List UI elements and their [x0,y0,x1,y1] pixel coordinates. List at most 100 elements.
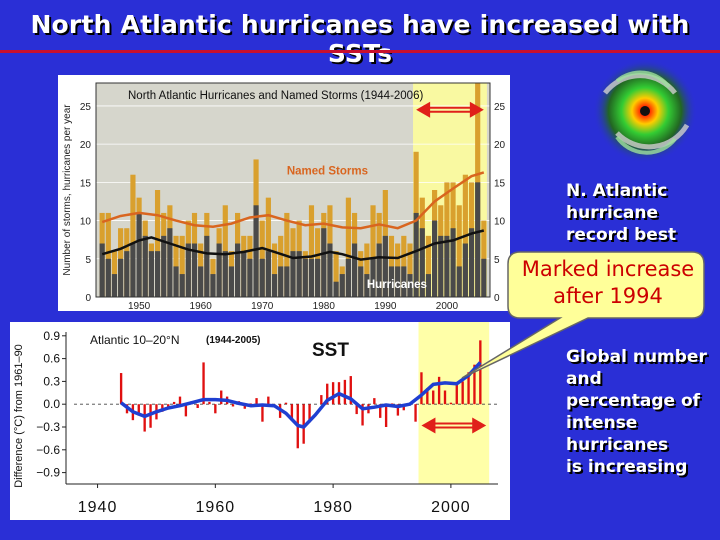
storms-ytick-label: 25 [80,102,92,113]
storms-bar-named [265,197,271,297]
storms-bar-hurricanes [407,274,413,297]
storms-plot-frame [95,82,491,298]
storms-bar-named [370,205,376,297]
storms-ytick-label-right: 5 [494,255,500,266]
sst-bar [326,383,329,405]
storms-bar-hurricanes [284,266,290,297]
sst-ytick-label: 0.6 [43,352,60,366]
side-text-line: Global number [566,347,707,367]
storms-bar-hurricanes [419,228,425,297]
storms-bar-hurricanes [450,228,456,297]
sst-bar [161,404,164,412]
storms-bar-hurricanes [154,251,161,297]
storms-bar-hurricanes [198,266,204,297]
storms-ytick-label: 0 [85,293,91,304]
sst-bar [396,404,400,416]
sst-bar [220,390,223,405]
sst-bar [178,396,182,405]
sst-bar [443,390,447,405]
storms-bar-hurricanes [345,258,351,297]
storms-bar-hurricanes [438,235,444,297]
slide-title: North Atlantic hurricanes have increased… [30,10,690,68]
storms-xtick-label: 1980 [313,301,336,311]
storms-bar-hurricanes [161,235,167,297]
storms-bar-hurricanes [339,274,345,297]
storms-bar-named [111,251,118,297]
storms-ytick-label-right: 25 [494,102,506,113]
storms-bar-hurricanes [241,251,247,297]
storms-bar-hurricanes [228,266,235,297]
sst-bar [149,404,152,428]
side-text-line: percentage of [566,391,701,411]
storms-chart-panel: 0 0 5 5 10 10 15 15 20 20 25 25 1950 1960 1970 1980 1990… [58,75,510,312]
storms-bar-hurricanes [321,228,327,297]
storms-bar-hurricanes [105,258,111,297]
storms-chart: 0 0 5 5 10 10 15 15 20 20 25 25 1950 1960 1970 1980 1990… [62,82,506,312]
storms-bar-named [425,235,432,297]
sst-ytick-label: −0.6 [36,443,60,457]
sst-bar [308,404,311,423]
sst-bar [473,364,476,405]
storms-bar-named [308,205,315,297]
sst-bar [414,404,417,422]
sst-bar [137,404,140,416]
storms-ytick-label: 20 [80,140,92,151]
storms-bar-hurricanes [296,251,302,297]
storms-bar-named [130,174,136,297]
sst-bar [361,404,364,426]
sst-xtick-label: 1960 [196,499,236,516]
side-text-line: intense [566,413,638,433]
storms-bar-hurricanes [333,281,339,297]
sst-xtick-label: 1980 [313,499,353,516]
storms-bar-hurricanes [327,243,333,297]
storms-bar-hurricanes [247,258,253,297]
storms-bar-hurricanes [370,258,376,297]
storms-bar-hurricanes [179,274,185,297]
storms-trend-hurricanes [101,229,485,261]
storms-bar-hurricanes [259,258,265,297]
storms-bar-hurricanes [204,235,210,297]
storms-bar-hurricanes [235,243,241,297]
storms-ytick-label-right: 0 [494,293,500,304]
sst-chart-title: Atlantic 10–20°N [90,333,180,347]
storms-ytick-label: 15 [80,178,92,189]
storms-bar-hurricanes [124,251,130,297]
storms-bar-hurricanes [462,243,468,297]
storms-bar-hurricanes [136,212,142,297]
sst-bar [172,401,176,405]
callout-line: Marked increase [521,257,695,281]
storms-ytick-label-right: 15 [494,178,506,189]
arrow-head-left [416,101,431,118]
sst-bar [420,372,423,405]
storms-bar-named [333,251,339,297]
sst-chart-subtitle: (1944-2005) [206,335,260,346]
storms-bar-named [364,243,370,297]
side-text-line: is increasing [566,457,688,477]
storms-bar-hurricanes [191,243,198,297]
storms-xtick-label: 1950 [128,301,151,311]
sst-bar [243,404,246,409]
storms-bar-hurricanes [130,243,136,297]
storms-bar-named [345,197,351,297]
storms-bar-named [271,243,278,297]
storms-bar-hurricanes [308,258,315,297]
storms-trend-named [101,171,485,230]
sst-bar [208,401,211,405]
sst-bar [479,340,482,405]
storms-bar-hurricanes [315,258,321,297]
storms-xtick-label: 2000 [436,301,459,311]
sst-highlight-band [418,322,490,484]
sst-chart: −0.9 −0.6 −0.3 0.0 0.3 0.6 0.9 1940 1960 1980 2000… [13,322,498,516]
sst-bar [355,404,358,415]
storms-annotation-named: Named Storms [287,166,368,178]
storms-bar-hurricanes [278,266,284,297]
storms-bar-hurricanes [475,182,481,297]
storms-bar-hurricanes [173,266,179,297]
sst-ytick-label: −0.9 [36,466,60,480]
sst-bar [432,390,435,405]
hurricane-satellite-image [593,59,697,163]
sst-bar [461,381,464,405]
sst-bar [196,404,199,408]
storms-bar-hurricanes [253,205,259,297]
sst-chart-panel: −0.9 −0.6 −0.3 0.0 0.3 0.6 0.9 1940 1960 1980 2000… [10,322,510,520]
